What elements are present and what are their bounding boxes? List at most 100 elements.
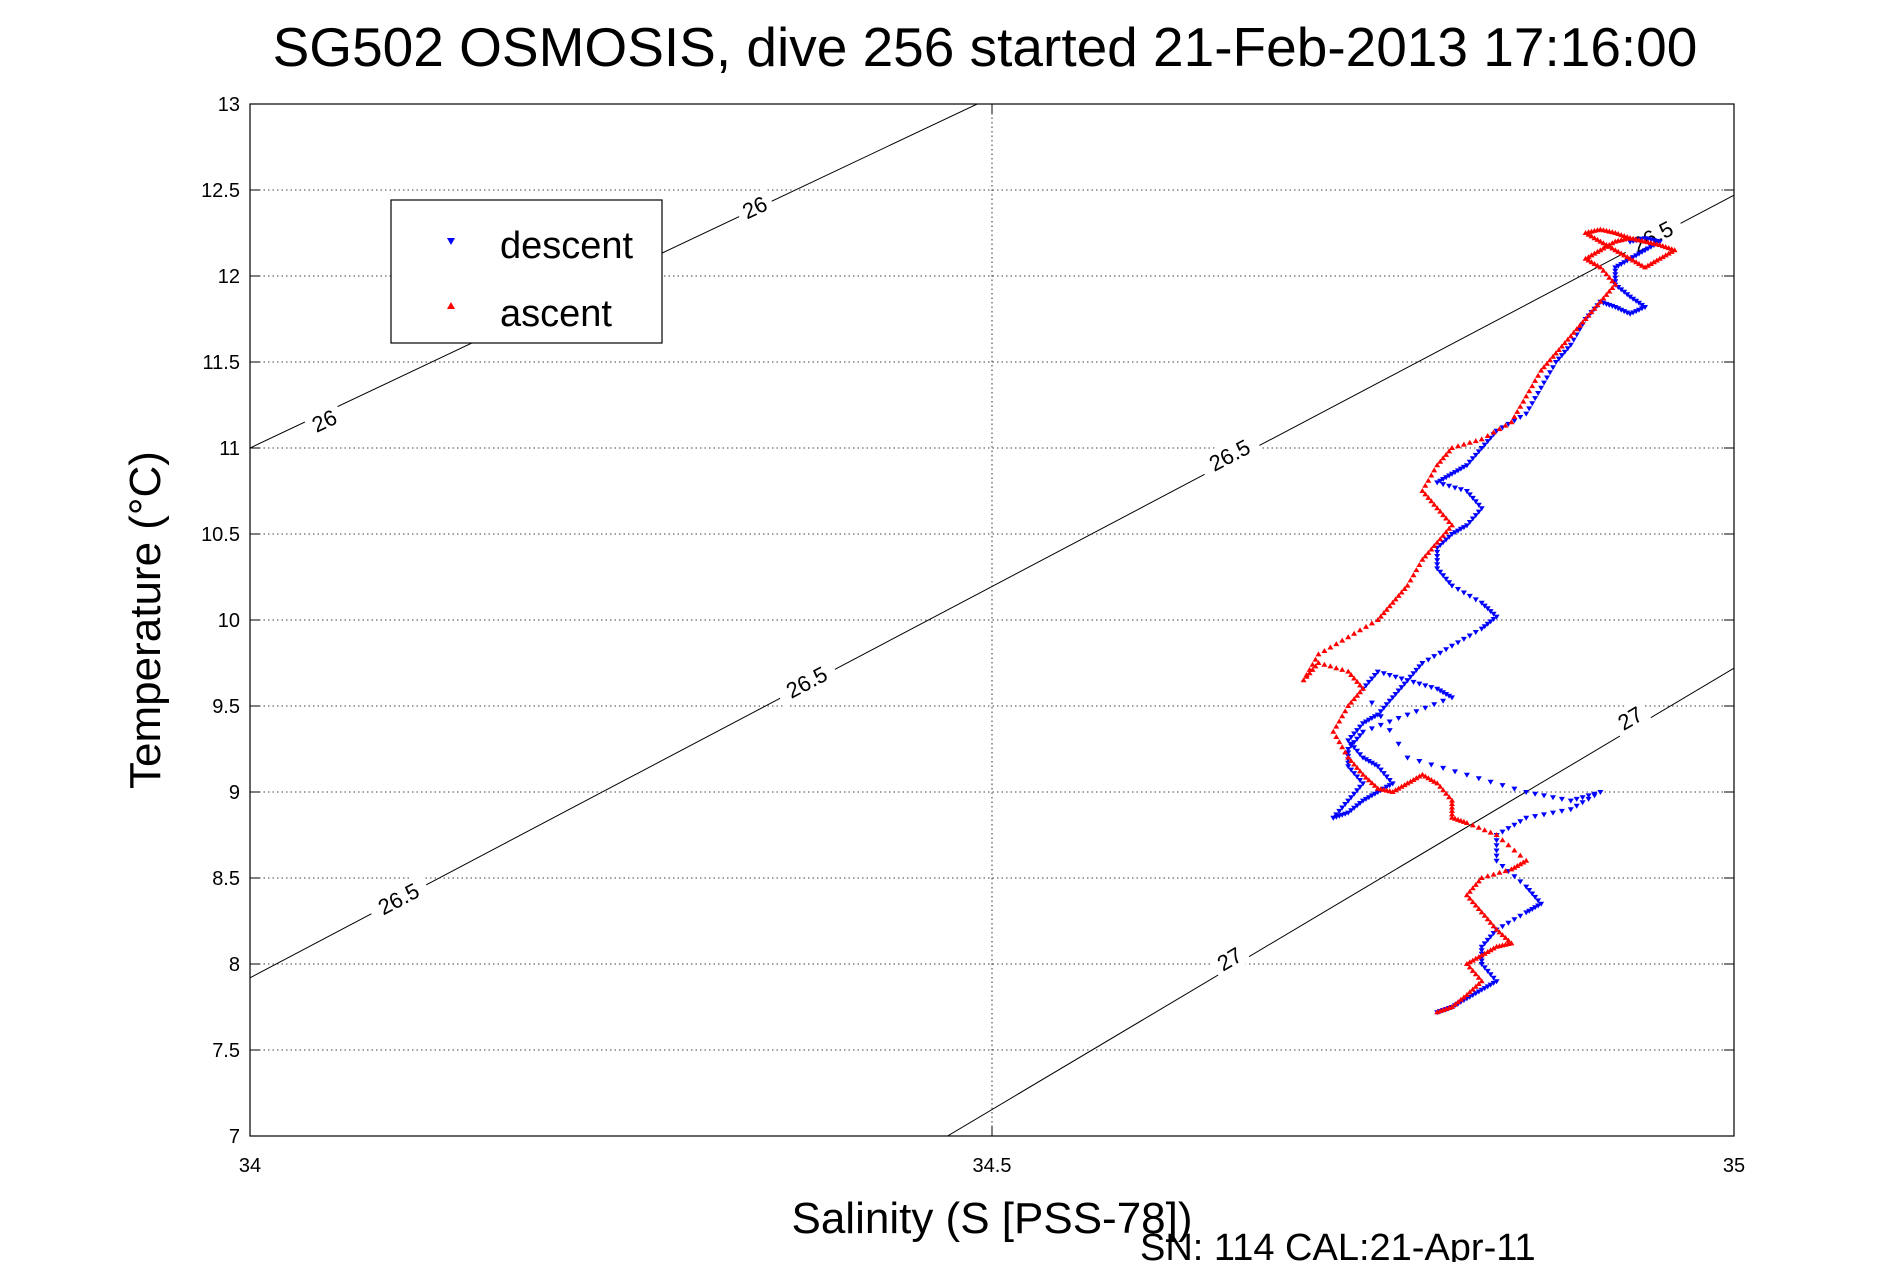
ascent-point — [1472, 902, 1479, 908]
descent-point — [1437, 650, 1444, 656]
descent-point — [1585, 793, 1592, 799]
y-tick-label: 12.5 — [201, 180, 240, 202]
descent-point — [1618, 287, 1625, 293]
descent-point — [1475, 776, 1482, 782]
contour-label-background — [302, 401, 347, 440]
ascent-point — [1555, 347, 1562, 352]
descent-point — [1552, 360, 1559, 365]
descent-point — [1392, 674, 1399, 680]
ascent-point — [1514, 408, 1521, 414]
descent-point — [1339, 805, 1346, 811]
descent-point — [1466, 633, 1473, 639]
ascent-point — [1425, 775, 1432, 781]
ascent-point — [1413, 775, 1420, 781]
ascent-point — [1475, 906, 1482, 911]
ascent-point — [1457, 996, 1464, 1002]
descent-point — [1401, 681, 1408, 687]
descent-point — [1481, 442, 1488, 448]
descent-point — [1371, 791, 1378, 797]
ascent-point — [1374, 617, 1381, 622]
descent-point — [1526, 888, 1533, 893]
contour-label-group: 26 — [302, 401, 347, 440]
descent-point — [1365, 717, 1372, 723]
contour-label-background — [1207, 938, 1252, 980]
descent-point — [1357, 752, 1363, 758]
ascent-point — [1478, 909, 1485, 915]
ascent-point — [1639, 262, 1645, 268]
y-tick-label: 7.5 — [212, 1040, 240, 1062]
y-tick-label: 10.5 — [201, 524, 240, 546]
ascent-point — [1588, 259, 1595, 265]
ascent-point — [1377, 613, 1384, 619]
descent-point — [1363, 757, 1369, 763]
ascent-point — [1437, 783, 1444, 789]
descent-point — [1529, 907, 1536, 912]
descent-point — [1472, 499, 1479, 505]
ascent-point — [1434, 505, 1441, 511]
ascent-point — [1484, 433, 1491, 438]
descent-point — [1481, 603, 1488, 609]
descent-point — [1342, 802, 1349, 807]
descent-point — [1490, 617, 1497, 622]
ascent-point — [1404, 780, 1411, 786]
descent-point — [1478, 626, 1485, 632]
ascent-point — [1671, 247, 1678, 253]
ascent-point — [1443, 451, 1450, 457]
ascent-point — [1321, 648, 1328, 653]
ascent-point — [1493, 926, 1500, 932]
descent-point — [1639, 306, 1645, 312]
legend-label-ascent: ascent — [500, 293, 612, 335]
descent-point — [1428, 762, 1435, 768]
descent-point — [1633, 253, 1640, 259]
ascent-point — [1345, 754, 1352, 760]
ascent-point — [1618, 250, 1625, 256]
y-axis-label: Temperature (°C) — [121, 451, 170, 789]
ascent-point — [1434, 780, 1441, 786]
descent-point — [1517, 879, 1524, 885]
ascent-point — [1336, 739, 1343, 745]
descent-point — [1354, 774, 1361, 780]
descent-point — [1360, 798, 1366, 804]
ascent-point — [1576, 322, 1583, 328]
descent-point — [1472, 991, 1479, 997]
descent-point — [1481, 986, 1488, 992]
contour-label-background — [1607, 697, 1653, 739]
descent-point — [1386, 783, 1393, 789]
descent-point — [1449, 583, 1455, 589]
descent-point — [1526, 406, 1533, 412]
ascent-point — [1511, 414, 1518, 419]
ascent-point — [1585, 254, 1592, 260]
descent-point — [1437, 688, 1444, 694]
ascent-point — [1463, 992, 1470, 997]
descent-point — [1550, 795, 1556, 801]
contour-labels: 26 26 26.5 26.5 26.5 26.5 27 27 — [302, 187, 1686, 980]
ascent-point — [1440, 512, 1447, 518]
descent-point — [1532, 396, 1539, 402]
descent-point — [1434, 554, 1441, 559]
ascent-point — [1594, 302, 1601, 308]
ascent-point — [1502, 422, 1509, 428]
ascent-point — [1636, 261, 1642, 266]
descent-point — [1535, 903, 1542, 909]
ascent-point — [1594, 248, 1601, 254]
ascent-point — [1410, 777, 1417, 782]
descent-point — [1357, 724, 1363, 730]
descent-point — [1383, 702, 1390, 708]
descent-point — [1354, 788, 1361, 794]
ascent-point — [1339, 637, 1346, 643]
ascent-point — [1383, 606, 1390, 612]
ascent-point — [1600, 295, 1607, 301]
descent-point — [1345, 764, 1352, 770]
descent-point — [1579, 795, 1586, 801]
descent-point — [1383, 784, 1390, 790]
ascent-point — [1395, 785, 1402, 791]
ascent-point — [1446, 794, 1453, 800]
descent-point — [1567, 342, 1574, 348]
ascent-point — [1517, 852, 1524, 858]
ascent-point — [1440, 532, 1447, 538]
y-tick-label: 11 — [219, 438, 240, 460]
descent-point — [1481, 965, 1488, 971]
ascent-point — [1419, 488, 1426, 493]
descent-point — [1351, 791, 1358, 797]
